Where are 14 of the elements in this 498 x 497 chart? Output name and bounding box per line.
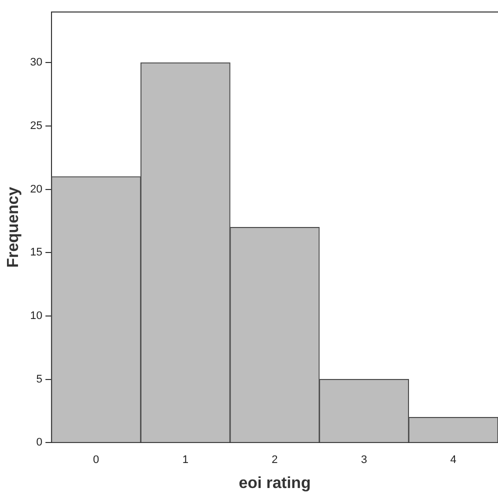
y-axis-title: Frequency [5, 186, 22, 268]
x-tick-label: 3 [360, 454, 368, 466]
y-tick-label: 30 [30, 56, 42, 69]
y-tick-label: 5 [36, 373, 42, 386]
x-axis-title: eoi rating [238, 474, 311, 492]
x-tick-label: 1 [182, 454, 188, 466]
y-tick-label: 10 [30, 310, 42, 322]
y-tick-label: 25 [30, 120, 42, 132]
y-tick-label: 15 [30, 246, 42, 259]
x-tick-label: 0 [93, 454, 100, 466]
x-tick-label: 4 [450, 454, 456, 466]
y-tick-label: 0 [36, 436, 42, 449]
y-tick-label: 20 [30, 183, 42, 196]
x-tick-label: 2 [272, 454, 278, 466]
